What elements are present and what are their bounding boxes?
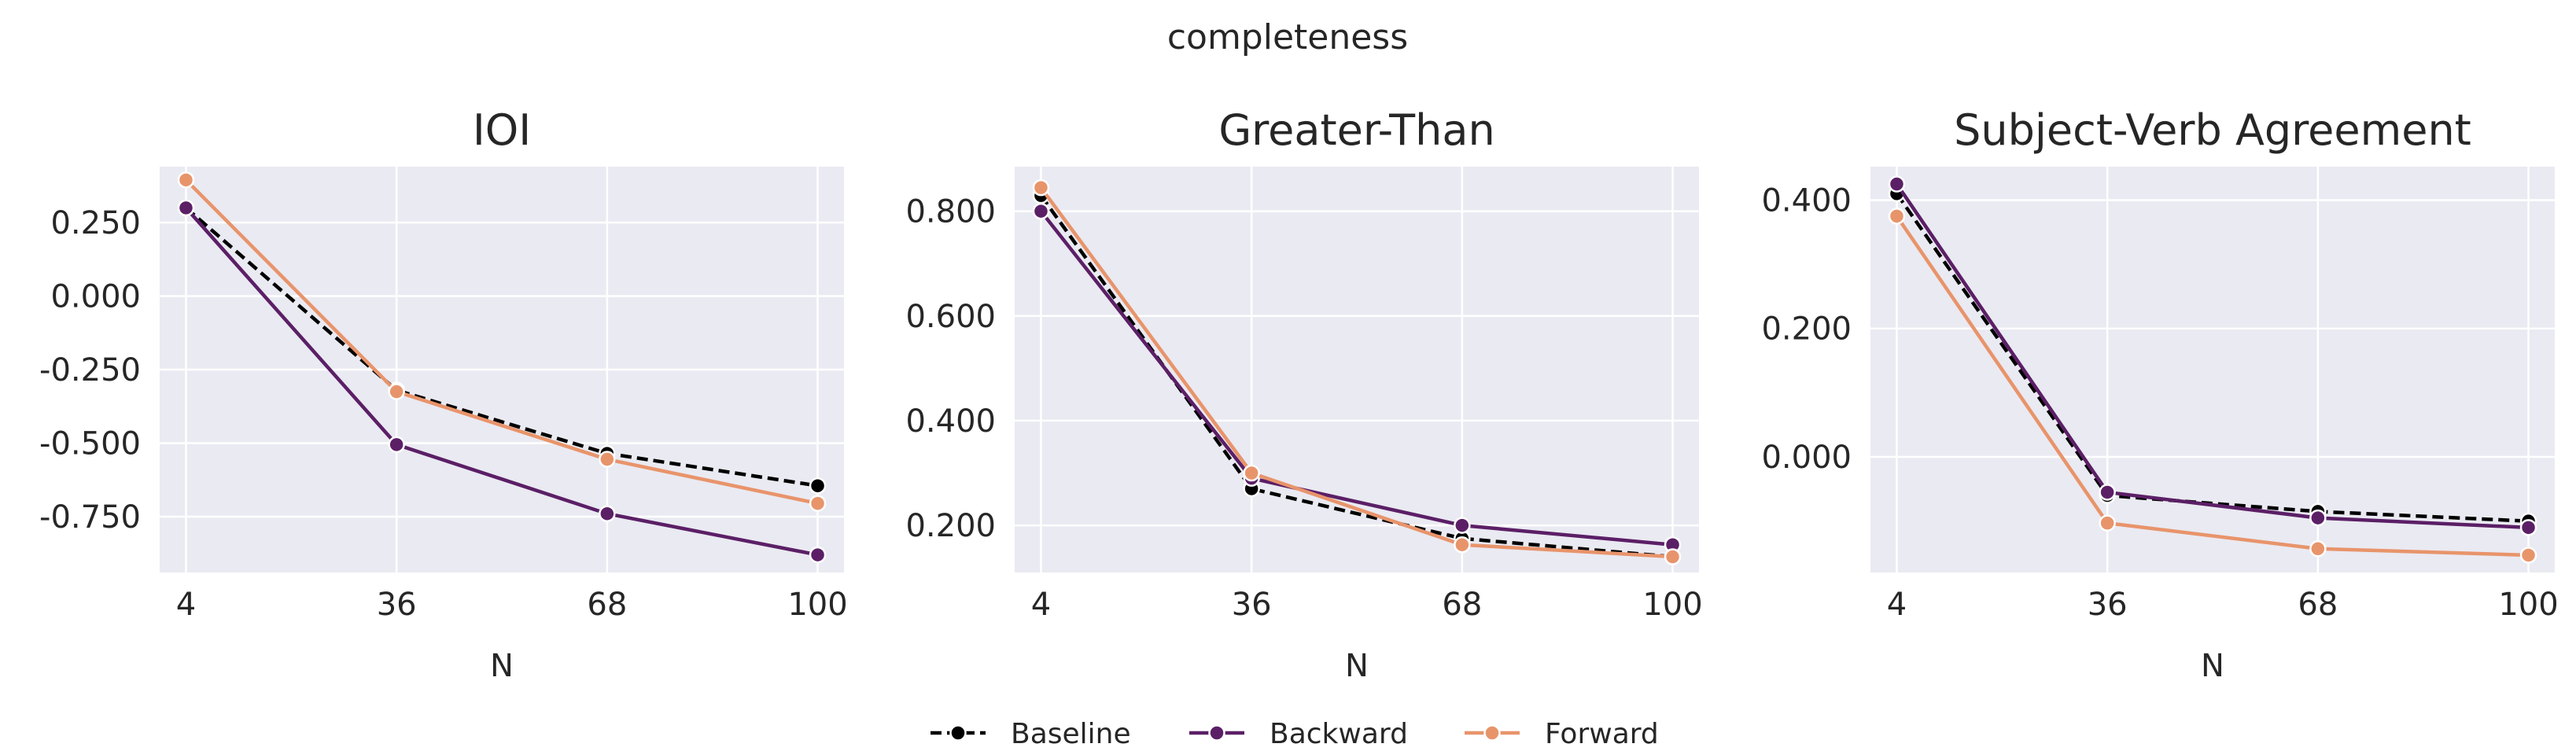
legend-item-forward: Forward xyxy=(1465,718,1659,750)
panel-2-x-tick-label: 100 xyxy=(1642,587,1702,623)
legend-item-backward: Backward xyxy=(1189,718,1408,750)
panel-3-forward-point xyxy=(2099,514,2116,532)
panel-3-backward-point xyxy=(2519,519,2537,536)
panel-2-title: Greater-Than xyxy=(1218,105,1494,155)
panel-1-baseline-point xyxy=(809,477,827,495)
panel-2-series-forward xyxy=(1032,179,1682,565)
panel-2-y-tick-label: 0.400 xyxy=(905,403,996,440)
panel-2-series-backward xyxy=(1032,202,1682,554)
panel-3-forward-point xyxy=(1888,208,1906,225)
legend-label-forward: Forward xyxy=(1545,718,1659,750)
panel-1-y-tick-label: -0.750 xyxy=(39,499,141,536)
panel-1-backward-point xyxy=(599,505,616,522)
panel-3-x-tick-label: 36 xyxy=(2088,587,2128,623)
panel-1-x-tick-label: 68 xyxy=(587,587,627,623)
panel-1-y-tick-label: -0.250 xyxy=(39,352,141,388)
panel-1-y-tick-label: 0.000 xyxy=(50,279,141,315)
panel-1-backward-point xyxy=(177,199,195,217)
panel-1-forward-point xyxy=(388,383,405,400)
panel-2-x-tick-label: 4 xyxy=(1031,587,1051,623)
panel-2-y-tick-label: 0.600 xyxy=(905,299,996,335)
panel-1-y-tick-label: -0.500 xyxy=(39,425,141,462)
chart-panels: 4 36 68 100 0.250 0.000 -0.250 -0.500 -0.750 IOI N… xyxy=(39,105,2559,684)
panel-3-forward-point xyxy=(2519,547,2537,564)
panel-1-forward-line xyxy=(184,179,818,506)
panel-2-backward-point xyxy=(1032,202,1050,220)
panel-1-backward-point xyxy=(809,546,827,564)
panel-1-backward-line xyxy=(184,206,818,557)
panel-2-forward-line xyxy=(1039,186,1673,559)
panel-1-forward-point xyxy=(599,451,616,468)
panel-3-x-tick-label: 68 xyxy=(2298,587,2338,623)
panel-3-title: Subject-Verb Agreement xyxy=(1954,105,2471,155)
panel-3-backward-point xyxy=(2099,484,2116,501)
panel-2-x-axis-label: N xyxy=(1345,648,1369,684)
panel-1-forward-point xyxy=(177,171,195,189)
panel-2-x-tick-label: 68 xyxy=(1442,587,1482,623)
panel-3: 4 36 68 100 0.400 0.200 0.000 Subject-Verb Agre… xyxy=(1761,105,2558,684)
panel-3-series-forward xyxy=(1888,208,2537,564)
panel-3-forward-point xyxy=(2309,540,2327,558)
legend-item-baseline: Baseline xyxy=(931,718,1131,750)
panel-1-x-axis-label: N xyxy=(490,648,514,684)
legend-marker-baseline xyxy=(949,724,967,742)
panel-1-y-tick-label: 0.250 xyxy=(50,205,141,241)
panel-1-forward-point xyxy=(809,495,827,512)
panel-3-backward-point xyxy=(2309,509,2327,527)
legend-marker-backward xyxy=(1208,724,1225,742)
legend: Baseline Backward Forward xyxy=(931,718,1659,750)
panel-2-y-tick-label: 0.200 xyxy=(905,508,996,544)
legend-label-backward: Backward xyxy=(1270,718,1408,750)
legend-marker-forward xyxy=(1483,724,1501,742)
panel-2-y-tick-label: 0.800 xyxy=(905,194,996,230)
panel-2-forward-point xyxy=(1032,179,1050,197)
panel-3-forward-line xyxy=(1895,215,2529,558)
panel-3-plot-area xyxy=(1870,167,2555,572)
panel-1-series-forward xyxy=(177,171,827,512)
panel-3-x-axis-label: N xyxy=(2201,648,2224,684)
panel-3-x-tick-label: 100 xyxy=(2498,587,2558,623)
panel-1-series-backward xyxy=(177,199,827,564)
panel-3-y-tick-label: 0.200 xyxy=(1761,311,1852,348)
panel-3-backward-point xyxy=(1888,175,1906,193)
panel-2-backward-line xyxy=(1039,210,1673,547)
panel-2-plot-area xyxy=(1015,167,1699,572)
panel-3-y-tick-label: 0.400 xyxy=(1761,182,1852,219)
panel-2-forward-point xyxy=(1454,536,1471,554)
panel-1-baseline-line xyxy=(184,206,818,488)
panel-2-forward-point xyxy=(1664,548,1682,565)
panel-2: 4 36 68 100 0.800 0.600 0.400 0.200 Greater-Than… xyxy=(905,105,1702,684)
panel-1-x-tick-label: 36 xyxy=(377,587,417,623)
legend-label-baseline: Baseline xyxy=(1011,718,1131,750)
panel-2-x-tick-label: 36 xyxy=(1232,587,1272,623)
panel-2-baseline-line xyxy=(1039,194,1673,559)
panel-2-forward-point xyxy=(1243,464,1260,482)
panel-1-x-tick-label: 4 xyxy=(176,587,196,623)
panel-3-x-tick-label: 4 xyxy=(1887,587,1907,623)
panel-3-y-tick-label: 0.000 xyxy=(1761,440,1852,476)
panel-1-backward-point xyxy=(388,436,405,454)
panel-3-baseline-line xyxy=(1895,193,2529,523)
panel-2-backward-point xyxy=(1454,517,1471,534)
figure-suptitle: completeness xyxy=(1167,17,1408,57)
panel-3-series-backward xyxy=(1888,175,2537,536)
panel-1-x-tick-label: 100 xyxy=(787,587,847,623)
panel-3-backward-line xyxy=(1895,182,2529,530)
panel-1-title: IOI xyxy=(473,105,531,155)
panel-1: 4 36 68 100 0.250 0.000 -0.250 -0.500 -0.750 IOI N xyxy=(39,105,848,684)
